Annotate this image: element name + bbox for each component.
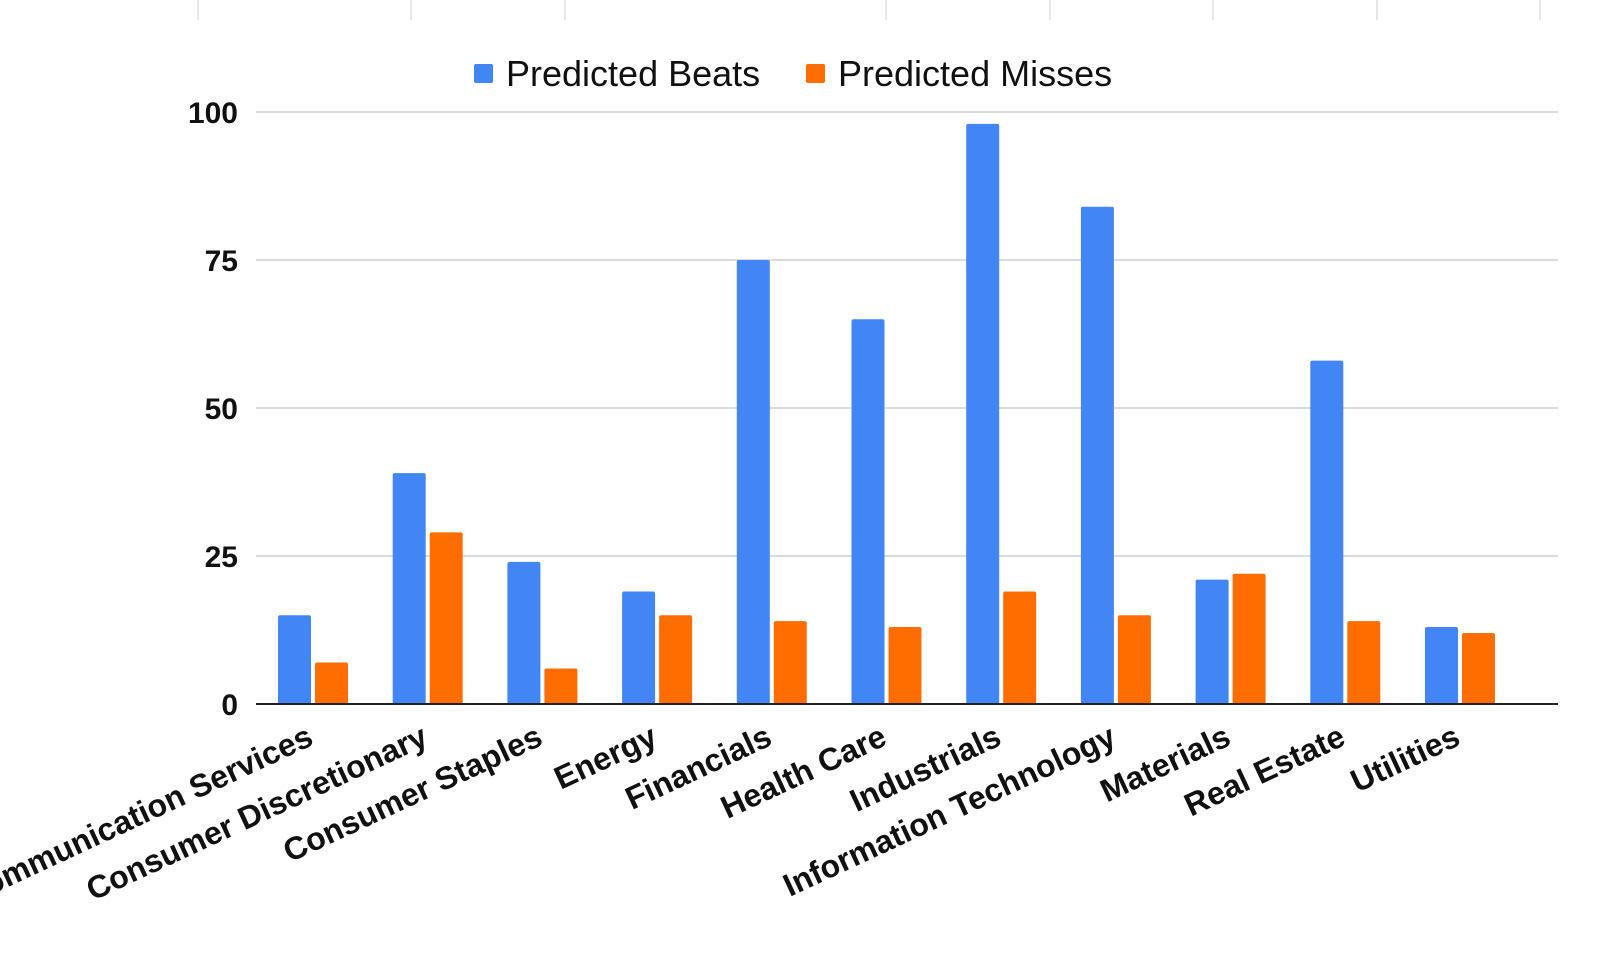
y-tick-label: 100 [188,97,238,130]
y-tick-label: 50 [205,393,238,426]
bar-predicted-misses [1232,573,1266,704]
bar-predicted-misses [544,668,578,704]
y-axis: 0 25 50 75 100 [188,97,238,722]
bar-predicted-misses [773,621,807,704]
bar-predicted-misses [1347,621,1381,704]
bar-predicted-beats [1080,206,1114,704]
x-tick-label: Utilities [1345,718,1465,799]
bar-predicted-beats [278,615,311,704]
bar-predicted-misses [659,615,693,704]
chart-legend: Predicted Beats Predicted Misses [474,53,1112,94]
legend-label: Predicted Misses [838,53,1112,94]
bar-predicted-beats [851,319,885,704]
plot-area [278,123,1495,705]
bar-predicted-beats [736,260,770,704]
bar-predicted-misses [429,532,463,704]
legend-label: Predicted Beats [506,53,760,94]
bar-predicted-beats [507,561,541,704]
legend-swatch [806,64,825,83]
bar-predicted-misses [1003,591,1037,704]
legend-swatch [474,64,493,83]
bar-predicted-beats [392,473,426,704]
bar-predicted-misses [1462,632,1495,704]
bar-predicted-beats [1310,360,1344,704]
bar-predicted-misses [315,662,348,704]
y-gridlines [256,111,1558,557]
y-tick-label: 25 [205,541,238,574]
bar-predicted-beats [966,123,1000,705]
y-tick-label: 0 [221,689,238,722]
bar-predicted-misses [1117,615,1151,704]
bar-predicted-misses [888,627,922,704]
bar-predicted-beats [622,591,656,704]
y-tick-label: 75 [205,245,238,278]
bar-predicted-beats [1425,627,1458,704]
top-tick-marks [197,0,1541,20]
bar-predicted-beats [1195,579,1229,704]
